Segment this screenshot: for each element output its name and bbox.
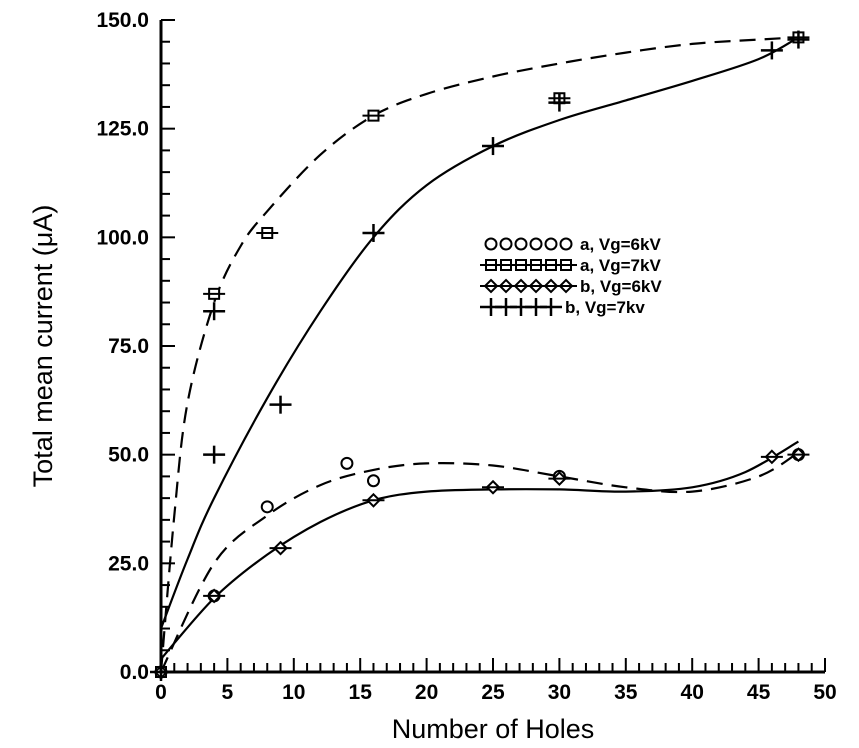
data-point-series-4: [203, 302, 226, 321]
y-tick-label: 150.0: [96, 9, 149, 32]
data-point-series-1: [260, 500, 274, 514]
data-point-series-3: [203, 588, 226, 604]
data-point-series-1: [366, 474, 380, 488]
y-tick-label: 75.0: [108, 335, 149, 358]
data-point-series-4: [362, 223, 385, 242]
legend-symbol: [514, 237, 528, 251]
data-point-series-3: [362, 492, 385, 508]
x-tick-label: 40: [681, 681, 704, 704]
x-tick-label: 0: [155, 681, 167, 704]
legend-entry: b, Vg=7kv: [480, 298, 645, 317]
y-tick-label: 125.0: [96, 118, 149, 141]
legend-symbol: [540, 298, 562, 316]
x-tick-label: 20: [415, 681, 438, 704]
data-point-series-4: [269, 395, 292, 414]
legend-label: b, Vg=6kV: [580, 277, 662, 296]
data-point-series-3: [482, 479, 504, 495]
legend-entry: a, Vg=6kV: [484, 235, 661, 254]
x-tick-label: 30: [548, 681, 571, 704]
legend-symbol: [544, 237, 558, 251]
legend-symbol: [559, 237, 573, 251]
data-point-series-3: [760, 449, 783, 465]
data-point-series-3: [269, 540, 292, 556]
legend-entry: a, Vg=7kV: [480, 256, 661, 275]
data-point-series-1: [340, 456, 354, 470]
legend-symbol: [555, 278, 577, 294]
data-point-series-3: [787, 447, 810, 463]
x-tick-label: 5: [222, 681, 234, 704]
axis-ticks: [160, 19, 826, 673]
legend-symbol: [480, 278, 502, 294]
data-point-series-4: [760, 41, 783, 60]
data-point-series-4: [203, 445, 226, 464]
x-axis-title: Number of Holes: [392, 714, 595, 744]
fit-curve-series-3: [160, 440, 799, 660]
legend-symbol: [529, 237, 543, 251]
fit-curve-series-2: [159, 36, 799, 673]
data-point-series-2: [256, 226, 279, 239]
data-point-series-4: [787, 30, 810, 49]
legend-symbol: [499, 237, 513, 251]
legend-symbol: [495, 278, 517, 294]
y-axis-title: Total mean current (μA): [28, 205, 58, 488]
axis-tick-labels: 0 5 10 15 20 25 30 35 40 45 50 0.0 25.0 50.0 75.0 100.0…: [96, 9, 836, 704]
x-tick-label: 25: [481, 681, 505, 704]
x-tick-label: 15: [349, 681, 373, 704]
y-tick-label: 0.0: [120, 661, 149, 684]
y-tick-label: 50.0: [108, 444, 149, 467]
y-tick-label: 100.0: [96, 226, 149, 249]
legend-label: a, Vg=7kV: [580, 256, 661, 275]
x-tick-label: 35: [614, 681, 638, 704]
data-point-series-4: [548, 93, 571, 112]
data-point-series-2: [203, 287, 226, 300]
data-point-series-4: [482, 137, 504, 156]
legend-label: a, Vg=6kV: [580, 235, 661, 254]
legend-label: b, Vg=7kv: [565, 298, 645, 317]
fit-lines: [159, 36, 799, 673]
legend-symbol: [484, 237, 498, 251]
x-tick-label: 50: [813, 681, 836, 704]
data-point-series-3: [548, 471, 571, 486]
legend-symbol: [555, 259, 577, 271]
fit-curve-series-1: [160, 451, 799, 673]
legend: a, Vg=6kV a, Vg=7kV b, Vg=6kV b, Vg=7kv: [480, 235, 662, 317]
legend-entry: b, Vg=6kV: [480, 277, 662, 296]
x-tick-label: 45: [747, 681, 771, 704]
fit-curve-series-4: [159, 36, 799, 629]
data-point-series-2: [362, 109, 385, 122]
y-tick-label: 25.0: [108, 552, 149, 575]
x-tick-label: 10: [282, 681, 305, 704]
